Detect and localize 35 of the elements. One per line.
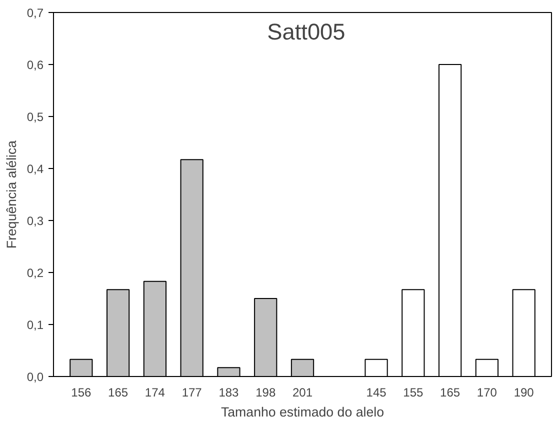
x-tick-label: 201 bbox=[292, 386, 313, 400]
x-tick-label: 177 bbox=[182, 386, 202, 400]
y-tick-label: 0,7 bbox=[26, 6, 44, 20]
bar bbox=[143, 280, 167, 376]
x-tick-label: 198 bbox=[256, 386, 276, 400]
chart-title: Satt005 bbox=[267, 18, 346, 44]
y-tick-label: 0,0 bbox=[26, 370, 44, 384]
x-tick-label: 155 bbox=[403, 386, 424, 400]
bar bbox=[438, 64, 462, 376]
bar bbox=[217, 367, 240, 376]
y-tick-label: 0,3 bbox=[26, 214, 44, 228]
x-tick-label: 156 bbox=[71, 386, 92, 400]
x-tick-label: 145 bbox=[366, 386, 387, 400]
x-tick-label: 170 bbox=[476, 386, 498, 400]
y-tick-label: 0,4 bbox=[26, 162, 44, 176]
bar bbox=[475, 358, 499, 376]
x-tick-label: 165 bbox=[440, 386, 460, 400]
x-tick-label: 183 bbox=[218, 386, 240, 400]
bar bbox=[106, 289, 130, 376]
bar bbox=[402, 289, 425, 376]
bar bbox=[70, 358, 93, 376]
x-tick-label: 165 bbox=[108, 386, 128, 400]
bar bbox=[512, 289, 536, 376]
y-axis-title: Frequência alélica bbox=[4, 140, 19, 249]
x-axis-title: Tamanho estimado do alelo bbox=[221, 404, 384, 420]
y-tick-label: 0,1 bbox=[26, 318, 44, 332]
x-tick-label: 174 bbox=[144, 386, 166, 400]
x-tick-label: 190 bbox=[514, 386, 534, 400]
y-tick-label: 0,5 bbox=[26, 110, 44, 124]
y-tick-label: 0,2 bbox=[26, 266, 44, 280]
y-tick-label: 0,6 bbox=[26, 58, 44, 72]
bar bbox=[254, 298, 278, 376]
bar bbox=[364, 358, 388, 376]
bar bbox=[180, 159, 204, 376]
bar bbox=[290, 358, 314, 376]
